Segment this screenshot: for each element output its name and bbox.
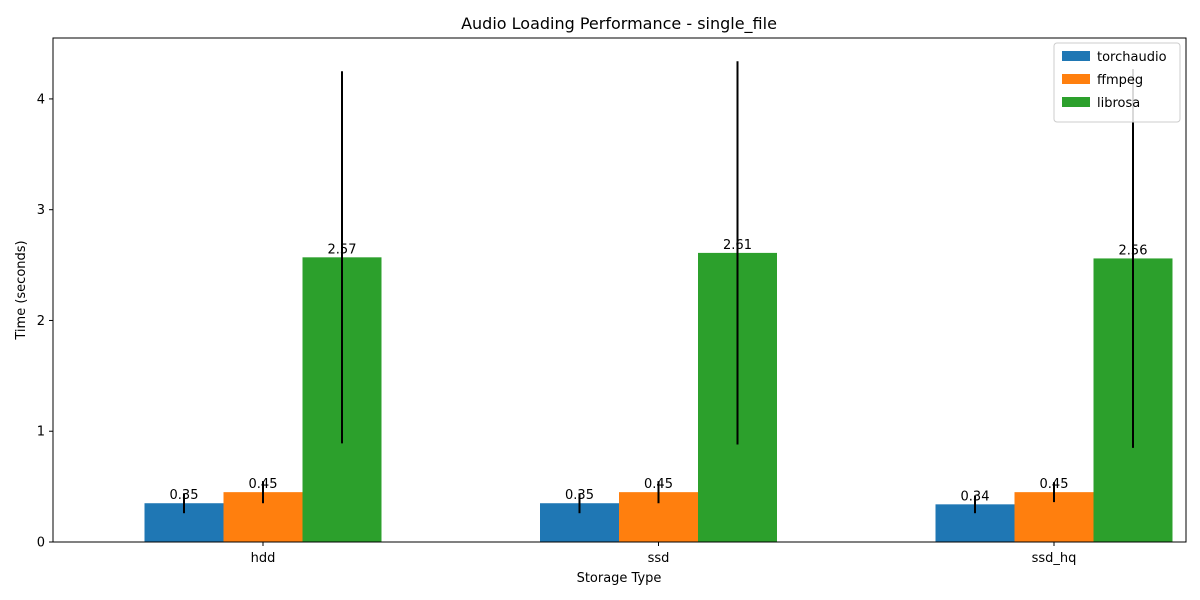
legend-label-torchaudio: torchaudio (1097, 50, 1167, 65)
axes-frame (52, 37, 1187, 543)
legend-swatch-torchaudio (1062, 51, 1090, 61)
legend-label-ffmpeg: ffmpeg (1097, 73, 1143, 88)
y-tick-label: 1 (37, 425, 45, 440)
y-tick-label: 2 (37, 314, 45, 329)
y-axis-label: Time (seconds) (14, 240, 29, 340)
chart-title: Audio Loading Performance - single_file (461, 14, 777, 34)
data-label-ffmpeg-hdd: 0.45 (249, 477, 278, 492)
legend-label-librosa: librosa (1097, 96, 1140, 111)
data-label-librosa-ssd_hq: 2.56 (1119, 243, 1148, 258)
data-label-torchaudio-ssd_hq: 0.34 (961, 489, 990, 504)
data-label-torchaudio-hdd: 0.35 (170, 488, 199, 503)
x-tick-label: hdd (251, 551, 276, 566)
data-label-torchaudio-ssd: 0.35 (565, 488, 594, 503)
legend-swatch-ffmpeg (1062, 74, 1090, 84)
data-label-librosa-ssd: 2.61 (723, 238, 752, 253)
legend-swatch-librosa (1062, 97, 1090, 107)
x-axis-label: Storage Type (577, 571, 662, 586)
data-label-librosa-hdd: 2.57 (328, 242, 357, 257)
plot-area: 0.35 0.35 0.34 0.45 0.45 0.45 2.57 2.61 2.56 0 1 2 3… (37, 37, 1187, 566)
y-tick-label: 4 (37, 92, 45, 107)
x-tick-label: ssd (648, 551, 670, 566)
data-label-ffmpeg-ssd_hq: 0.45 (1040, 477, 1069, 492)
y-tick-label: 0 (37, 536, 45, 551)
legend: torchaudio ffmpeg librosa (1053, 42, 1181, 123)
x-tick-label: ssd_hq (1032, 551, 1077, 566)
data-label-ffmpeg-ssd: 0.45 (644, 477, 673, 492)
y-tick-label: 3 (37, 203, 45, 218)
